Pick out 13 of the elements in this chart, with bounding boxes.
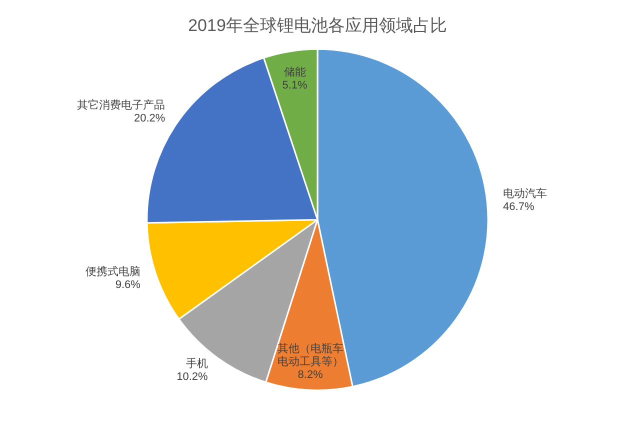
- slice-label: 便携式电脑: [85, 264, 140, 278]
- slice-label: 手机: [186, 357, 208, 370]
- data-label: 20.2%: [134, 112, 166, 124]
- data-label: 46.7%: [503, 200, 534, 213]
- slice-label: 电动汽车: [503, 186, 548, 200]
- slice-label: 其他（电瓶车电动工具等）: [277, 342, 344, 368]
- slice-label: 储能: [284, 66, 306, 79]
- data-label: 10.2%: [176, 371, 208, 384]
- data-label: 5.1%: [282, 80, 308, 92]
- chart-title: 2019年全球锂电池各应用领域占比: [188, 16, 447, 35]
- slice-label: 其它消费电子产品: [77, 98, 166, 112]
- data-label: 9.6%: [115, 278, 141, 291]
- data-label: 8.2%: [298, 369, 324, 382]
